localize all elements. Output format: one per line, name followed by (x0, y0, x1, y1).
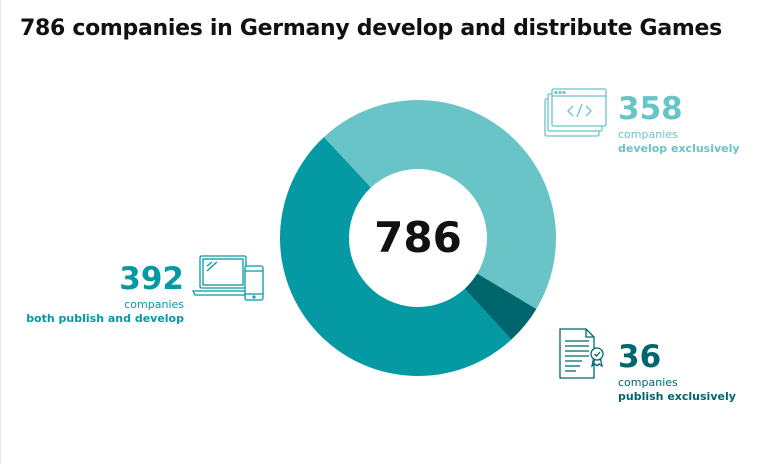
label-both: 392 companies both publish and develop (0, 261, 184, 325)
publish-value: 36 (618, 339, 662, 375)
laptop-phone-icon (192, 255, 264, 301)
chart-title: 786 companies in Germany develop and dis… (20, 16, 722, 41)
develop-description: develop exclusively (618, 142, 740, 155)
develop-unit: companies (618, 128, 678, 141)
label-publish: 36 companies publish exclusively (618, 339, 736, 403)
label-develop: 358 companies develop exclusively (618, 91, 740, 155)
publish-unit: companies (618, 376, 678, 389)
develop-value: 358 (618, 91, 683, 127)
certificate-document-icon (559, 328, 604, 379)
both-description: both publish and develop (26, 312, 184, 325)
publish-description: publish exclusively (618, 390, 736, 403)
frame-border (0, 0, 1, 464)
donut-slice-3 (279, 137, 512, 377)
donut-center-total: 786 (374, 213, 462, 262)
both-unit: companies (124, 298, 184, 311)
code-window-icon (544, 88, 607, 137)
donut-slice-2 (464, 273, 537, 340)
both-value: 392 (119, 261, 184, 297)
donut-slice-1 (323, 99, 557, 310)
